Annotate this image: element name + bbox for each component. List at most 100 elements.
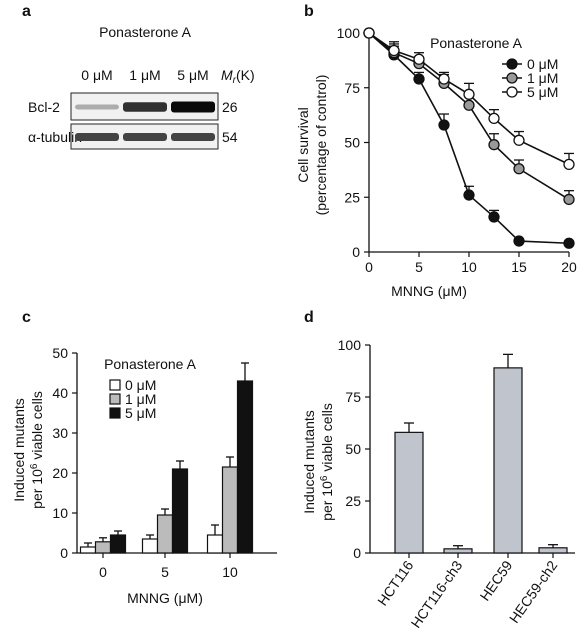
cellline-y-label-line1: Induced mutants: [301, 410, 317, 514]
mutants-legend-label-0: 0 μM: [125, 377, 156, 393]
blot-mr-label: Mr(K): [221, 67, 255, 86]
survival-y-tick-label: 75: [344, 80, 360, 96]
mutants-x-tick-label: 0: [99, 564, 107, 580]
cellline-bar: [394, 431, 424, 554]
panel-letter-a: a: [22, 3, 31, 20]
survival-point-2: [513, 134, 525, 146]
survival-point-0: [413, 73, 425, 85]
mutants-y-tick-label: 10: [52, 505, 68, 521]
survival-point-2: [413, 53, 425, 65]
blot-band-1-0: [75, 133, 119, 141]
mutants-legend-label-1: 1 μM: [125, 391, 156, 407]
western-blot-panel: Ponasterone A 0 μM 1 μM 5 μM Mr(K) Bcl-2…: [28, 24, 255, 150]
survival-x-tick-label: 0: [365, 259, 373, 275]
survival-point-2: [438, 73, 450, 85]
mutants-by-dose-chart: Ponasterone A MNNG (μM) Induced mutants …: [11, 345, 277, 606]
panel-letter-b: b: [304, 3, 314, 20]
cellline-x-tick-label: HCT116-ch3: [407, 557, 465, 631]
cellline-y-tick-label: 50: [345, 441, 361, 457]
mutants-legend-swatch-0: [109, 379, 121, 391]
blot-lane-label-0: 0 μM: [81, 67, 112, 83]
cellline-y-label-line2: per 106 viable cells: [319, 403, 335, 521]
survival-legend-label-2: 5 μM: [527, 84, 558, 100]
blot-row-label-1: α-tubulin: [28, 129, 82, 145]
survival-y-tick-label: 0: [352, 244, 360, 260]
blot-row-label-0: Bcl-2: [28, 99, 60, 115]
survival-point-2: [388, 44, 400, 57]
survival-point-0: [563, 237, 575, 249]
survival-chart: Ponasterone A MNNG (μM) Cell survival (p…: [295, 25, 577, 299]
mutants-bar-0: [206, 534, 224, 554]
mutants-y-tick-label: 20: [52, 465, 68, 481]
mutants-bar-0: [141, 538, 159, 554]
survival-point-0: [513, 235, 525, 247]
cellline-y-tick-label: 100: [338, 337, 362, 353]
survival-x-label: MNNG (μM): [391, 283, 467, 299]
mutants-bar-1: [156, 514, 174, 554]
mutants-legend-swatch-1: [109, 393, 121, 405]
survival-point-2: [463, 88, 475, 100]
blot-bands: [75, 101, 215, 141]
survival-legend-marker-1: [506, 72, 518, 84]
survival-y-label-line2: (percentage of control): [313, 75, 329, 216]
mutants-legend-label-2: 5 μM: [125, 405, 156, 421]
survival-point-0: [438, 119, 450, 131]
survival-point-2: [363, 27, 375, 39]
survival-x-tick-label: 15: [511, 259, 527, 275]
mutants-x-label: MNNG (μM): [127, 590, 203, 606]
survival-point-0: [488, 211, 500, 223]
mutants-y-tick-label: 40: [52, 385, 68, 401]
mutants-y-tick-label: 30: [52, 425, 68, 441]
survival-point-0: [463, 189, 475, 201]
panel-letter-d: d: [304, 309, 314, 326]
cellline-bar: [493, 367, 523, 554]
mutants-bar-2: [236, 380, 254, 554]
cellline-y-tick-label: 0: [353, 545, 361, 561]
mutants-y-label-line1: Induced mutants: [11, 398, 27, 502]
survival-legend-label-0: 0 μM: [527, 56, 558, 72]
blot-band-1-2: [171, 133, 215, 141]
blot-title: Ponasterone A: [99, 24, 192, 40]
survival-legend-marker-0: [506, 58, 518, 70]
survival-point-2: [488, 112, 500, 125]
blot-band-0-2: [171, 101, 215, 113]
survival-point-1: [513, 163, 525, 175]
survival-point-1: [488, 139, 500, 151]
mutants-by-cell-line-chart: Induced mutants per 106 viable cells 0 25…: [301, 337, 575, 631]
blot-mw-0: 26: [222, 99, 238, 115]
mutants-bar-1: [221, 466, 239, 554]
cellline-x-tick-label: HEC59: [476, 557, 515, 603]
survival-legend-marker-2: [506, 86, 518, 98]
mutants-bar-0: [79, 546, 97, 554]
survival-legend-label-1: 1 μM: [527, 70, 558, 86]
survival-point-2: [563, 158, 575, 171]
survival-legend-title: Ponasterone A: [430, 35, 523, 51]
cellline-bar: [443, 548, 473, 554]
survival-line-0: [368, 32, 570, 245]
mutants-bar-2: [109, 534, 127, 554]
survival-x-tick-label: 5: [415, 259, 423, 275]
blot-band-1-1: [123, 133, 167, 141]
mutants-bar-2: [171, 468, 189, 554]
survival-point-1: [463, 99, 475, 111]
survival-x-tick-label: 20: [561, 259, 577, 275]
blot-mw-1: 54: [222, 129, 238, 145]
survival-y-tick-label: 25: [344, 189, 360, 205]
mutants-x-tick-label: 5: [161, 564, 169, 580]
survival-x-tick-label: 10: [461, 259, 477, 275]
cellline-y-tick-label: 75: [345, 389, 361, 405]
blot-band-0-0: [75, 104, 119, 110]
mutants-bar-1: [94, 541, 112, 554]
cellline-y-tick-label: 25: [345, 493, 361, 509]
cellline-bar: [538, 547, 568, 554]
blot-lane-label-2: 5 μM: [177, 67, 208, 83]
survival-y-tick-label: 50: [344, 135, 360, 151]
mutants-x-tick-label: 10: [222, 564, 238, 580]
mutants-y-label-line2: per 106 viable cells: [29, 391, 45, 509]
blot-lane-label-1: 1 μM: [129, 67, 160, 83]
mutants-y-tick-label: 50: [52, 345, 68, 361]
survival-point-1: [563, 193, 575, 206]
blot-band-0-1: [123, 102, 167, 112]
mutants-legend-swatch-2: [109, 407, 121, 419]
